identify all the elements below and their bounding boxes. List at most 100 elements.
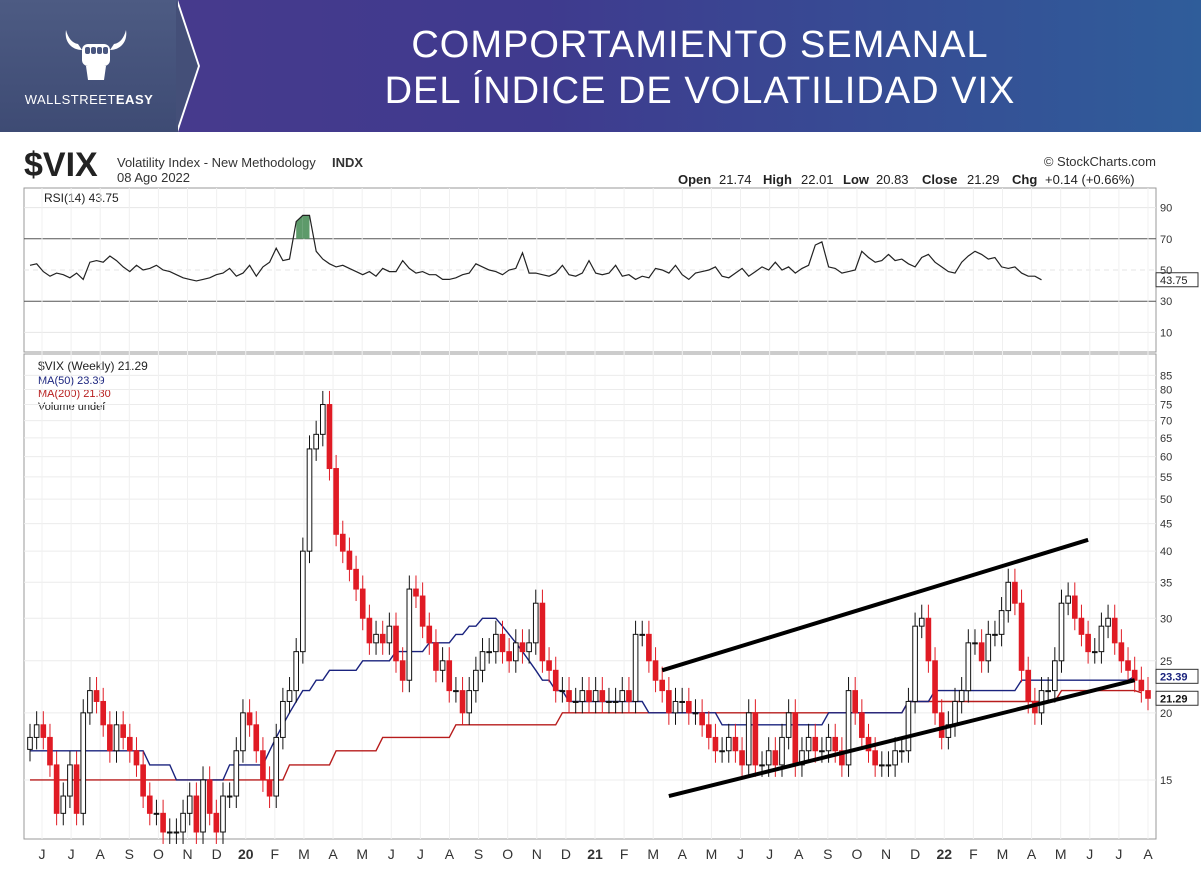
candle-body [898, 750, 905, 753]
close-value-label: 21.29 [1160, 693, 1188, 705]
candle-body [659, 679, 666, 692]
x-tick-label: S [474, 846, 483, 862]
candle-body [932, 660, 938, 714]
channel-lower-line [668, 678, 1136, 798]
candle-body [559, 690, 566, 693]
rsi-value-box [1155, 272, 1199, 288]
candle-body [1025, 669, 1032, 702]
x-tick-label: A [328, 846, 338, 862]
candle-body [100, 700, 107, 726]
price-tick-label: 25 [1160, 656, 1172, 668]
candle-body [725, 736, 732, 752]
candle-body [486, 651, 492, 654]
price-tick-label: 85 [1160, 370, 1172, 382]
candle-body [386, 625, 393, 644]
candle-body [1052, 660, 1058, 692]
candle-body [146, 795, 153, 814]
price-tick-label: 40 [1160, 546, 1172, 558]
candle-body [1098, 625, 1105, 653]
candle-body [745, 712, 752, 766]
candle-body [885, 764, 892, 767]
candle-body [67, 764, 73, 797]
price-tick-label: 45 [1160, 519, 1172, 531]
candle-body [965, 642, 972, 692]
candle-body [779, 736, 785, 766]
x-tick-label: N [182, 846, 192, 862]
candle-body [233, 750, 240, 797]
axis-labels: 10 30 50 70 90 15 20 25 30 35 40 45 50 55 60 65 70 75 80 85… [39, 203, 1173, 862]
candle-body [546, 660, 552, 671]
candle-body [572, 700, 579, 703]
price-tick-label: 80 [1160, 384, 1172, 396]
candle-body [1058, 602, 1065, 662]
x-tick-label: A [445, 846, 455, 862]
price-tick-label: 60 [1160, 452, 1172, 464]
candle-body [912, 625, 918, 702]
candle-body [938, 712, 945, 738]
candle-body [300, 550, 306, 653]
price-tick-label: 75 [1160, 400, 1172, 412]
rsi-series: 43.75 [29, 214, 1199, 288]
price-tick-label: 50 [1160, 494, 1172, 506]
channel-upper-line [661, 537, 1089, 673]
price-tick-label: 30 [1160, 613, 1172, 625]
candle-body [280, 700, 286, 738]
candle-body [353, 568, 359, 590]
candle-body [393, 625, 399, 662]
candle-body [87, 690, 93, 714]
candle-body [739, 750, 745, 766]
candle-body [552, 669, 559, 692]
rsi-overbought-fill [296, 215, 303, 239]
x-tick-label: O [502, 846, 513, 862]
candle-body [359, 588, 366, 619]
candle-body [878, 764, 885, 767]
candle-body [1118, 642, 1125, 662]
candle-body [852, 690, 859, 714]
candle-body [1138, 679, 1145, 692]
candle-body [672, 700, 679, 714]
candle-body [293, 651, 300, 692]
candle-body [712, 736, 719, 752]
candle-body [140, 764, 146, 797]
candle-body [160, 812, 166, 833]
symbol-description: Volatility Index - New Methodology [117, 155, 316, 170]
brand-name-bold: EASY [115, 92, 154, 107]
candle-body [166, 831, 173, 834]
candle-body [905, 700, 912, 752]
exchange: INDX [332, 155, 363, 170]
candle-body [433, 642, 439, 671]
x-tick-label: F [969, 846, 978, 862]
candle-body [1045, 690, 1051, 693]
title-line-1: COMPORTAMIENTO SEMANAL [411, 24, 989, 66]
candle-body [107, 724, 113, 752]
brand-block[interactable]: WALLSTREETEASY [0, 0, 178, 132]
candle-body [719, 750, 725, 753]
candle-body [592, 690, 599, 702]
candle-body [978, 642, 985, 662]
candle-body [958, 690, 965, 702]
x-tick-label: M [298, 846, 310, 862]
price-panel-frame [23, 353, 1157, 840]
x-tick-label: A [96, 846, 106, 862]
candle-body [373, 633, 379, 644]
candle-body [60, 795, 67, 814]
brand-divider-inner [176, 0, 198, 132]
rsi-tick-label: 30 [1160, 296, 1172, 308]
candle-body [446, 660, 453, 692]
ohlc-summary: Open 21.74 High 22.01 Low 20.83 Close 21… [678, 172, 1135, 187]
candle-body [612, 700, 619, 703]
x-tick-label: M [647, 846, 659, 862]
x-tick-label: J [388, 846, 395, 862]
candle-body [273, 736, 280, 797]
candle-body [652, 660, 659, 681]
candle-body [632, 633, 639, 702]
ma50-value-label: 23.39 [1160, 671, 1188, 683]
candle-body [260, 750, 266, 781]
candle-body [313, 433, 319, 450]
candle-body [206, 779, 213, 814]
candle-body [752, 712, 759, 766]
x-tick-label: M [706, 846, 718, 862]
candle-body [526, 642, 532, 653]
candle-body [40, 724, 47, 738]
candle-body [972, 642, 978, 645]
